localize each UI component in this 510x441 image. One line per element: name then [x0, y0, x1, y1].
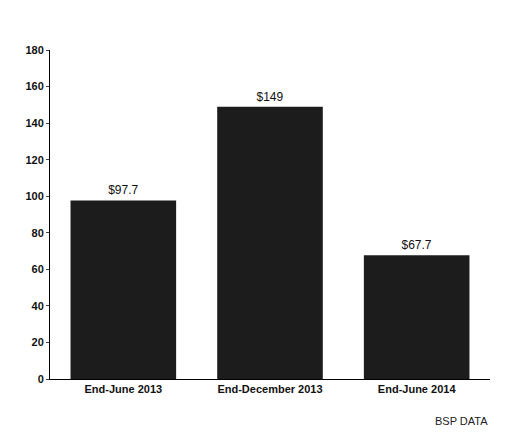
svg-text:20: 20 [32, 336, 44, 348]
svg-text:100: 100 [25, 190, 43, 202]
svg-text:120: 120 [25, 154, 43, 166]
svg-text:160: 160 [25, 80, 43, 92]
svg-text:End-December 2013: End-December 2013 [217, 383, 322, 395]
svg-text:End-June 2013: End-June 2013 [85, 383, 163, 395]
svg-text:$67.7: $67.7 [401, 238, 431, 252]
svg-text:0: 0 [38, 373, 44, 385]
svg-text:BSP DATA: BSP DATA [435, 415, 488, 427]
svg-text:80: 80 [32, 227, 44, 239]
svg-text:180: 180 [25, 44, 43, 56]
svg-text:60: 60 [32, 263, 44, 275]
svg-text:$149: $149 [256, 90, 283, 104]
svg-text:140: 140 [25, 117, 43, 129]
svg-text:40: 40 [32, 300, 44, 312]
svg-text:End-June 2014: End-June 2014 [378, 383, 457, 395]
svg-text:$97.7: $97.7 [108, 183, 138, 197]
